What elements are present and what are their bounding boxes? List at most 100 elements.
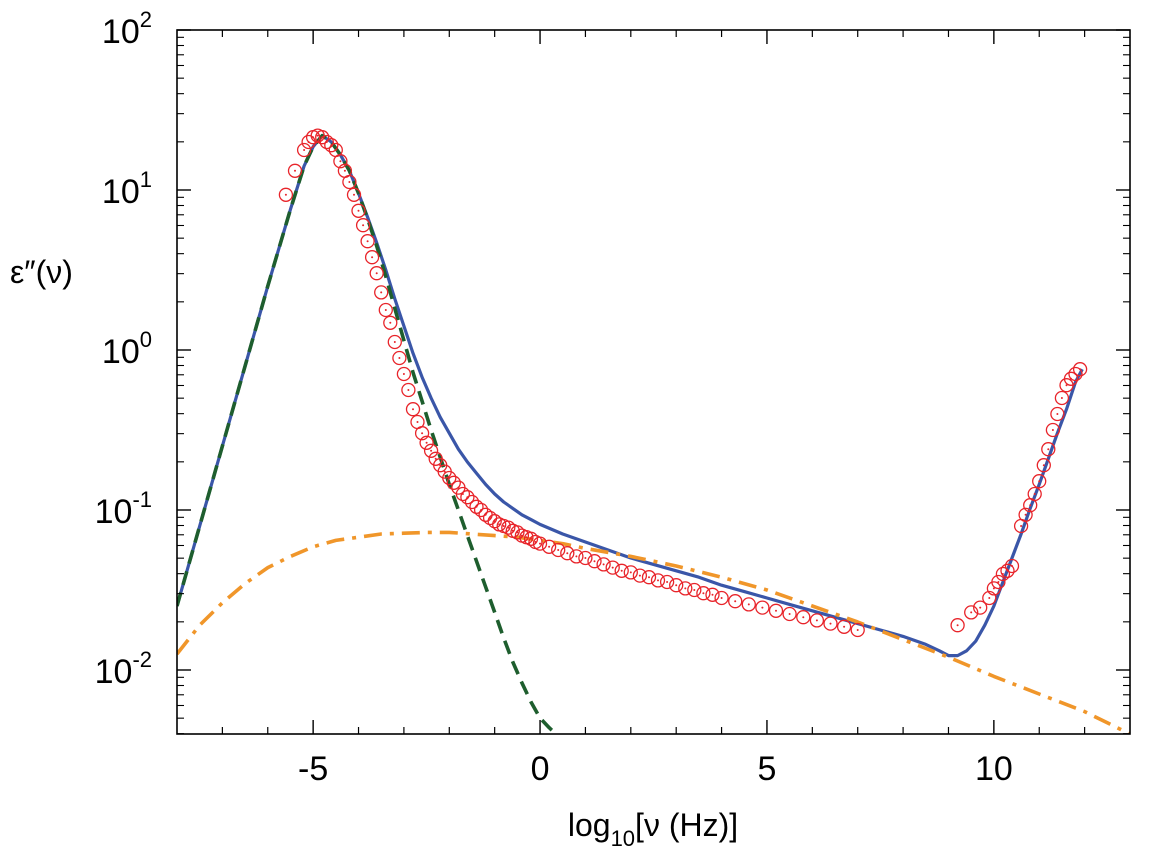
x-tick-label: 10 [975, 750, 1013, 788]
data-point-center [498, 523, 501, 526]
data-point-center [1060, 397, 1063, 399]
data-point-center [443, 470, 446, 473]
data-point-center [1042, 464, 1045, 467]
data-point [1050, 406, 1065, 422]
data-point-center [747, 603, 750, 606]
data-point [850, 622, 865, 638]
data-point [1000, 563, 1015, 578]
data-point-center [1011, 565, 1013, 567]
data-point-center [393, 341, 396, 343]
data-point [796, 610, 811, 625]
data-point-center [788, 613, 791, 615]
data-point [278, 187, 294, 202]
data-point [1041, 442, 1056, 457]
data-point-center [402, 373, 405, 375]
data-point [995, 566, 1011, 582]
data-point-center [675, 584, 678, 587]
data-point [396, 366, 412, 382]
data-point-center [1051, 429, 1054, 431]
data-point [596, 557, 611, 572]
data-point [319, 134, 334, 150]
data-point-center [566, 552, 569, 555]
data-point [614, 563, 629, 578]
data-point-center [421, 432, 424, 435]
data-point [569, 549, 584, 564]
series-layer [177, 128, 1130, 734]
data-point [333, 154, 348, 169]
y-tick-base: 10 [102, 173, 140, 211]
data-point [982, 590, 997, 606]
data-point-center [284, 193, 287, 196]
data-point [455, 486, 471, 502]
data-point [355, 218, 371, 233]
y-tick-exponent: 0 [140, 327, 152, 352]
data-point-center [970, 611, 973, 614]
data-point-center [339, 160, 342, 163]
data-point-center [988, 597, 991, 599]
data-point [423, 443, 439, 458]
data-point-center [334, 149, 337, 151]
data-point [605, 560, 620, 575]
data-point [501, 520, 516, 535]
data-point-center [593, 560, 596, 563]
data-point-center [384, 309, 387, 311]
y-tick-label: 100 [102, 327, 152, 371]
data-point [446, 475, 461, 490]
data-point [696, 586, 711, 601]
data-point [473, 502, 489, 518]
data-point-center [815, 619, 818, 622]
data-point [342, 174, 357, 190]
data-point [1027, 486, 1042, 502]
data-point-center [366, 240, 369, 243]
data-point-center [602, 563, 605, 566]
data-point-center [620, 569, 623, 572]
data-point [623, 565, 638, 580]
y-tick-exponent: 1 [140, 167, 152, 192]
data-point [469, 499, 484, 514]
plot-frame [176, 29, 1131, 735]
data-point [414, 426, 430, 441]
data-point-center [362, 224, 365, 227]
data-point-center [389, 321, 392, 324]
data-point-center [1047, 448, 1050, 451]
data-point-center [956, 624, 959, 627]
data-point-center [348, 181, 351, 183]
data-point [782, 606, 797, 622]
y-axis-title: ε″(ν) [10, 254, 73, 290]
data-point-center [412, 408, 414, 411]
data-point [551, 542, 566, 558]
y-tick-exponent: -2 [132, 647, 152, 672]
data-point [351, 203, 366, 218]
y-tick-exponent: 2 [140, 7, 152, 32]
data-point-center [1024, 513, 1027, 516]
y-tick-label: 10-1 [95, 487, 152, 531]
data-point-center [534, 541, 537, 543]
series-line-secondary-relaxation [177, 530, 1130, 734]
data-point [1004, 558, 1020, 574]
data-point [378, 302, 393, 318]
data-point-center [843, 625, 846, 628]
data-point-center [548, 545, 551, 548]
data-point-center [575, 555, 578, 558]
data-point [836, 619, 852, 634]
data-point-center [761, 606, 764, 609]
data-point-center [775, 609, 777, 612]
data-point-center [312, 136, 315, 139]
data-point-center [638, 574, 641, 577]
data-point-center [294, 169, 296, 172]
data-point [460, 490, 475, 505]
data-point [809, 613, 825, 628]
data-point [287, 163, 303, 178]
data-point-center [303, 149, 306, 151]
data-point [392, 350, 407, 366]
data-point-center [425, 441, 428, 444]
data-point-center [1038, 480, 1041, 483]
data-point [678, 581, 693, 596]
data-point-center [629, 571, 632, 574]
data-point [360, 234, 375, 249]
data-point [641, 570, 657, 585]
data-point-center [1029, 504, 1032, 507]
data-point-center [829, 622, 832, 625]
data-point-center [693, 589, 696, 591]
